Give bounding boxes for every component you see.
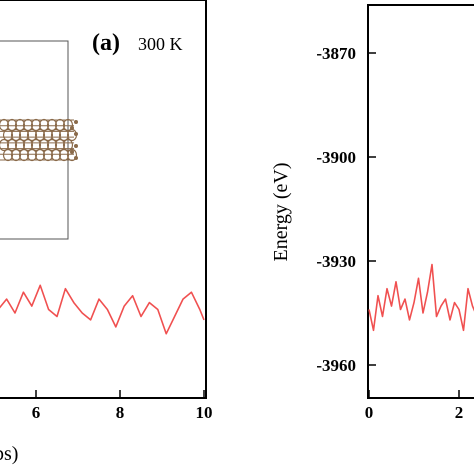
panel-b-xtick-label-2: 2 — [455, 403, 464, 422]
nanotube-ring — [58, 148, 70, 162]
nanotube-atom — [70, 150, 74, 154]
panel-a-xtick-label-6: 6 — [32, 403, 41, 422]
panel-a-tag: (a) — [92, 30, 120, 56]
panel-a-xtick-label-8: 8 — [116, 403, 125, 422]
nanotube-inset — [0, 40, 78, 240]
nanotube-atom — [70, 126, 74, 130]
nanotube-ring — [34, 148, 46, 162]
panel-b-ylabel: Energy (eV) — [270, 162, 292, 261]
panel-a: 6 8 10 ps) (a) 300 K — [0, 0, 213, 465]
nanotube-ring — [26, 128, 38, 142]
nanotube-ring — [62, 138, 74, 152]
nanotube-ring — [50, 148, 62, 162]
nanotube-ring — [46, 138, 58, 152]
nanotube-ring — [34, 128, 46, 142]
panel-b-energy-series — [368, 263, 474, 332]
nanotube-structure-icon — [0, 118, 78, 162]
nanotube-ring — [38, 118, 50, 132]
panel-b-xtick-label-0: 0 — [365, 403, 374, 422]
nanotube-ring — [26, 148, 38, 162]
nanotube-atom — [74, 144, 78, 148]
panel-b-ytick-label-3900: -3900 — [316, 148, 356, 167]
nanotube-ring — [2, 128, 14, 142]
panel-b-ytick-label-3930: -3930 — [316, 252, 356, 271]
nanotube-ring — [30, 138, 42, 152]
nanotube-ring — [2, 148, 14, 162]
nanotube-ring — [42, 128, 54, 142]
panel-b-ytick-label-3960: -3960 — [316, 356, 356, 375]
nanotube-ring — [0, 138, 10, 152]
panel-a-xtick-label-10: 10 — [196, 403, 213, 422]
nanotube-ring — [10, 128, 22, 142]
nanotube-ring — [42, 148, 54, 162]
nanotube-ring — [30, 118, 42, 132]
nanotube-ring — [6, 138, 18, 152]
nanotube-ring — [14, 118, 26, 132]
nanotube-ring — [54, 118, 66, 132]
nanotube-ring — [46, 118, 58, 132]
panel-a-temperature: 300 K — [138, 34, 183, 54]
nanotube-ring — [18, 128, 30, 142]
panel-a-frame — [0, 0, 207, 399]
nanotube-ring — [22, 138, 34, 152]
nanotube-atom — [74, 120, 78, 124]
nanotube-ring — [10, 148, 22, 162]
panel-b-frame — [367, 4, 474, 399]
panel-b-ytick-label-3870: -3870 — [316, 44, 356, 63]
nanotube-ring — [58, 128, 70, 142]
nanotube-ring — [0, 118, 10, 132]
nanotube-ring — [66, 148, 78, 162]
nanotube-ring — [62, 118, 74, 132]
nanotube-ring — [14, 138, 26, 152]
nanotube-atom — [74, 132, 78, 136]
panel-b: -3870 -3900 -3930 -3960 0 2 Energy (eV) — [270, 4, 474, 422]
nanotube-ring — [50, 128, 62, 142]
panel-a-xlabel: ps) — [0, 443, 18, 465]
nanotube-ring — [22, 118, 34, 132]
panel-a-energy-series — [0, 284, 205, 335]
nanotube-ring — [38, 138, 50, 152]
nanotube-ring — [18, 148, 30, 162]
nanotube-ring — [54, 138, 66, 152]
nanotube-ring — [6, 118, 18, 132]
nanotube-atom — [74, 156, 78, 160]
